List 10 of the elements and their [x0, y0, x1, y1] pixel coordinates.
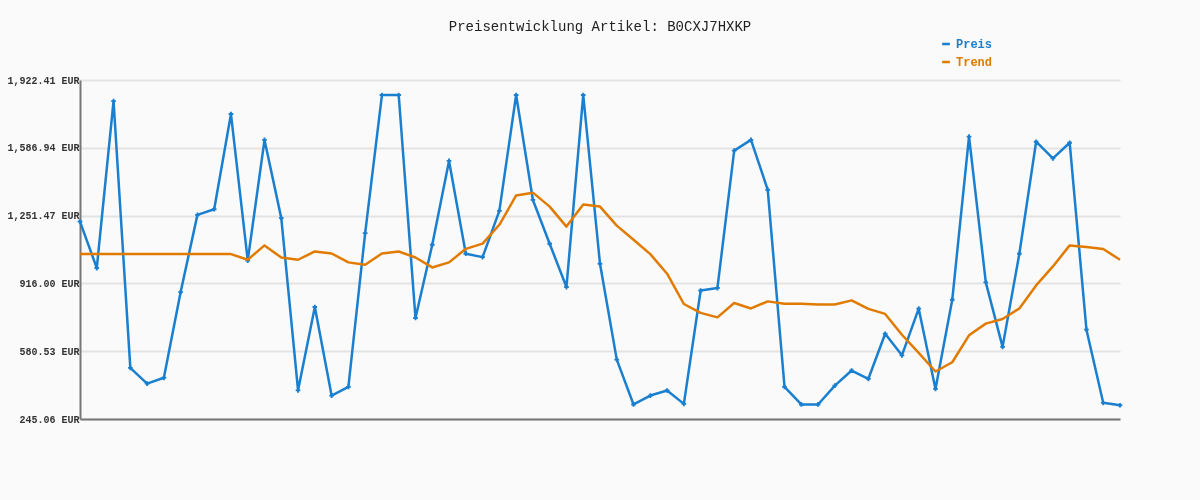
chart-title: Preisentwicklung Artikel: B0CXJ7HXKP: [448, 19, 752, 35]
y-tick-label: 916.00 EUR: [19, 278, 80, 290]
line-series: [78, 191, 1122, 373]
y-tick-label: 580.53 EUR: [19, 346, 80, 358]
y-tick-label: 1,922.41 EUR: [7, 75, 80, 87]
legend-label: Trend: [956, 56, 993, 70]
y-tick-label: 1,251.47 EUR: [7, 211, 80, 223]
y-tick-label: 1,586.94 EUR: [7, 143, 80, 155]
y-tick-label: 245.06 EUR: [19, 414, 80, 426]
legend-label: Preis: [956, 38, 993, 52]
